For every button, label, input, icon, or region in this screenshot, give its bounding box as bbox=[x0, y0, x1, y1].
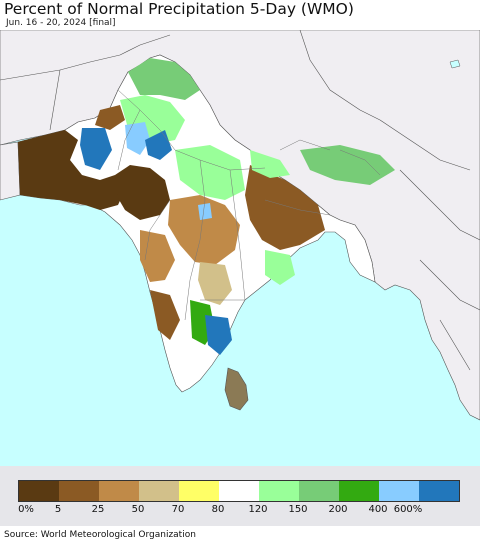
legend-label-6: 120 bbox=[248, 504, 268, 515]
state-boundaries bbox=[117, 89, 381, 321]
region-lightblue-central bbox=[198, 203, 212, 220]
legend-label-10: 600% bbox=[393, 504, 423, 515]
legend-swatch-10 bbox=[419, 481, 459, 501]
legend-label-8: 200 bbox=[328, 504, 348, 515]
legend-swatch-1 bbox=[59, 481, 99, 501]
region-tan-1 bbox=[198, 262, 232, 305]
region-dark-brown-rajasthan bbox=[115, 165, 170, 220]
sri-lanka bbox=[224, 367, 249, 411]
precipitation-map bbox=[0, 30, 480, 466]
region-brown-2 bbox=[245, 165, 325, 250]
legend-swatch-8 bbox=[339, 481, 379, 501]
region-lightblue-punjab bbox=[125, 122, 150, 155]
legend-swatch-9 bbox=[379, 481, 419, 501]
region-blue-punjab bbox=[80, 128, 112, 170]
region-green-bihar bbox=[250, 150, 290, 178]
legend-labels: 0% 5 25 50 70 80 120 150 200 400 600% bbox=[0, 504, 480, 518]
legend-label-5: 80 bbox=[211, 504, 225, 515]
legend-swatch-4 bbox=[179, 481, 219, 501]
legend-swatch-6 bbox=[259, 481, 299, 501]
legend-swatch-3 bbox=[139, 481, 179, 501]
legend-label-0: 0% bbox=[18, 504, 34, 515]
map-title: Percent of Normal Precipitation 5-Day (W… bbox=[4, 0, 354, 18]
legend-swatch-5 bbox=[219, 481, 259, 501]
legend-label-3: 50 bbox=[131, 504, 145, 515]
legend-label-4: 70 bbox=[171, 504, 185, 515]
source-credit: Source: World Meteorological Organizatio… bbox=[4, 530, 196, 540]
legend-swatch-7 bbox=[299, 481, 339, 501]
legend-label-1: 5 bbox=[54, 504, 62, 515]
region-brown-3 bbox=[168, 195, 240, 265]
legend-swatch-0 bbox=[19, 481, 59, 501]
region-green-east bbox=[300, 145, 395, 185]
region-blue-tamilnadu bbox=[205, 315, 232, 355]
region-brown-4 bbox=[140, 230, 175, 282]
map-subtitle: Jun. 16 - 20, 2024 [final] bbox=[6, 18, 116, 28]
region-brown-1 bbox=[95, 105, 125, 130]
legend-label-9: 400 bbox=[368, 504, 388, 515]
outside-land-west bbox=[0, 141, 21, 201]
region-brown-5 bbox=[150, 290, 180, 340]
border-lines bbox=[0, 30, 480, 371]
region-green-central bbox=[175, 145, 245, 200]
region-green-north bbox=[128, 58, 200, 100]
legend-swatch-2 bbox=[99, 481, 139, 501]
legend-color-bar bbox=[18, 480, 460, 502]
region-green-odisha bbox=[265, 250, 295, 285]
legend-label-2: 25 bbox=[91, 504, 105, 515]
legend-label-7: 150 bbox=[288, 504, 308, 515]
region-dark-brown-west bbox=[18, 130, 125, 210]
small-lake bbox=[449, 59, 461, 69]
region-blue-haryana bbox=[145, 130, 172, 160]
